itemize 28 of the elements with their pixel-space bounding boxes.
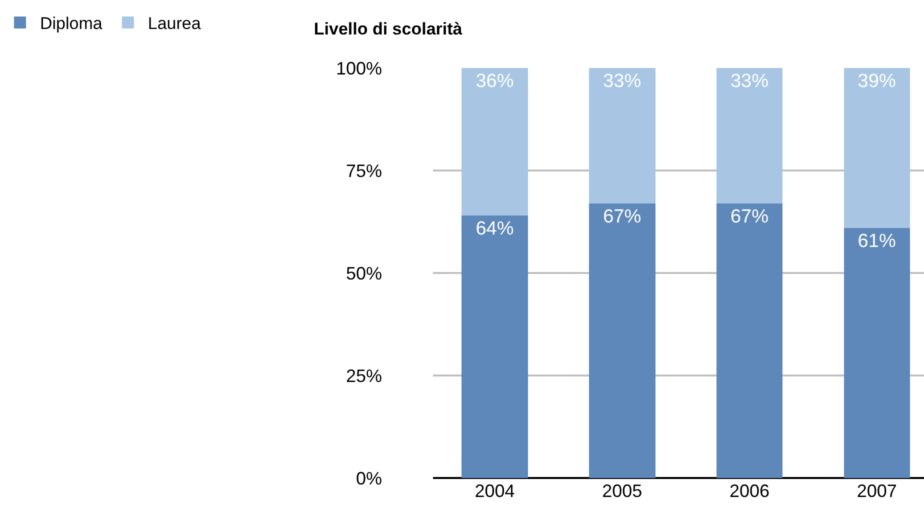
bar bbox=[589, 68, 656, 204]
data-label: 36% bbox=[476, 71, 514, 92]
data-label: 64% bbox=[476, 218, 514, 240]
bar bbox=[844, 68, 910, 228]
data-label: 67% bbox=[603, 206, 642, 228]
data-label: 33% bbox=[603, 71, 642, 92]
x-tick-label: 2005 bbox=[602, 481, 642, 501]
chart-title: Livello di scolarità bbox=[314, 19, 463, 38]
y-tick-label: 25% bbox=[346, 366, 382, 386]
bar bbox=[844, 228, 910, 478]
y-tick-label: 100% bbox=[336, 58, 382, 78]
legend-label: Laurea bbox=[148, 14, 202, 34]
data-label: 39% bbox=[858, 71, 896, 92]
bar bbox=[462, 68, 528, 216]
x-tick-label: 2004 bbox=[474, 481, 515, 501]
x-tick-label: 2006 bbox=[729, 481, 770, 501]
data-label: 33% bbox=[730, 71, 769, 92]
data-label: 61% bbox=[858, 230, 896, 252]
y-tick-label: 0% bbox=[356, 468, 382, 488]
x-tick-label: 2007 bbox=[856, 481, 897, 501]
bar bbox=[716, 68, 783, 204]
y-tick-label: 50% bbox=[346, 263, 382, 284]
bar bbox=[716, 203, 783, 478]
data-label: 67% bbox=[730, 206, 769, 228]
legend-label: Diploma bbox=[40, 14, 103, 34]
y-tick-label: 75% bbox=[346, 160, 382, 181]
bar bbox=[589, 203, 656, 478]
bar bbox=[462, 216, 528, 478]
